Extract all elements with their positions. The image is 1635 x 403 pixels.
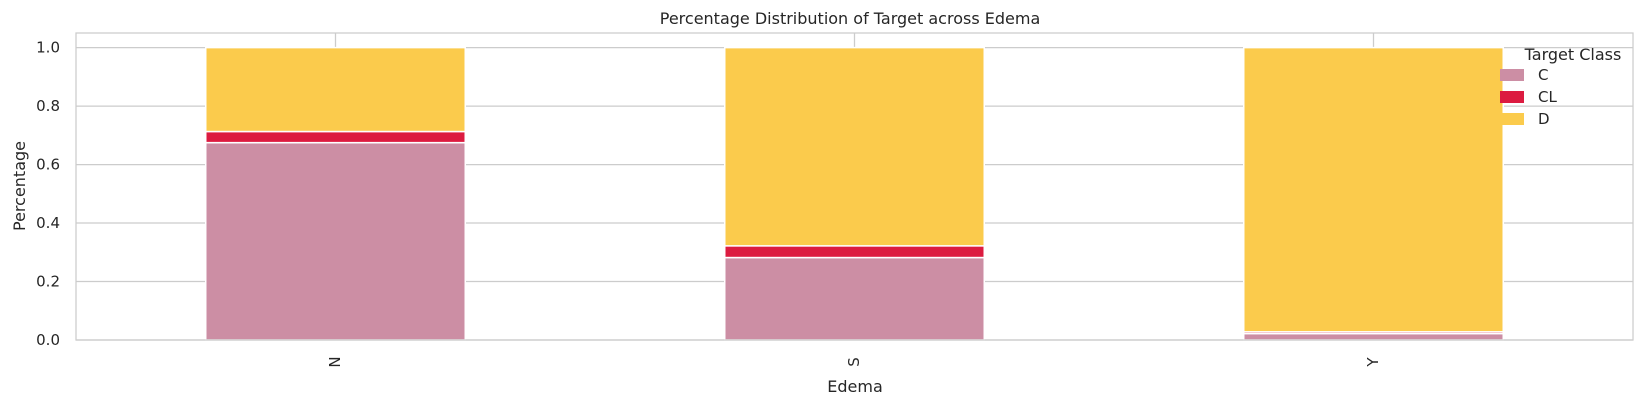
y-tick-label: 0.0 bbox=[36, 331, 60, 349]
y-tick-label: 0.6 bbox=[36, 156, 60, 174]
bar-d-n bbox=[205, 46, 466, 133]
legend: Target Class C CL D bbox=[1500, 45, 1621, 128]
bar-d-y bbox=[1243, 46, 1504, 333]
bar-cl-s bbox=[724, 245, 985, 259]
bar-d-s bbox=[724, 46, 985, 247]
y-axis-label: Percentage bbox=[10, 141, 29, 231]
x-axis-label: Edema bbox=[827, 377, 883, 396]
x-tick-label: N bbox=[326, 356, 344, 367]
y-tick-label: 0.2 bbox=[36, 273, 60, 291]
legend-label-c: C bbox=[1538, 66, 1548, 84]
y-tick-label: 1.0 bbox=[36, 39, 60, 57]
y-tick-label: 0.4 bbox=[36, 214, 60, 232]
bar-cl-n bbox=[205, 130, 466, 144]
legend-swatch-d bbox=[1500, 113, 1524, 125]
bar-c-n bbox=[205, 141, 466, 341]
legend-title: Target Class bbox=[1524, 45, 1622, 64]
bar-c-y bbox=[1243, 332, 1504, 341]
legend-label-d: D bbox=[1538, 110, 1550, 128]
x-tick-label: Y bbox=[1364, 357, 1382, 368]
legend-swatch-c bbox=[1500, 69, 1524, 81]
legend-label-cl: CL bbox=[1538, 88, 1557, 106]
bar-c-s bbox=[724, 256, 985, 341]
chart-title: Percentage Distribution of Target across… bbox=[660, 9, 1041, 28]
plot-frame bbox=[75, 32, 1634, 341]
bars bbox=[205, 46, 1504, 341]
y-tick-label: 0.8 bbox=[36, 97, 60, 115]
y-ticks: 0.0 0.2 0.4 0.6 0.8 1.0 bbox=[36, 39, 60, 349]
x-tick-label: S bbox=[845, 357, 863, 367]
legend-swatch-cl bbox=[1500, 91, 1524, 103]
